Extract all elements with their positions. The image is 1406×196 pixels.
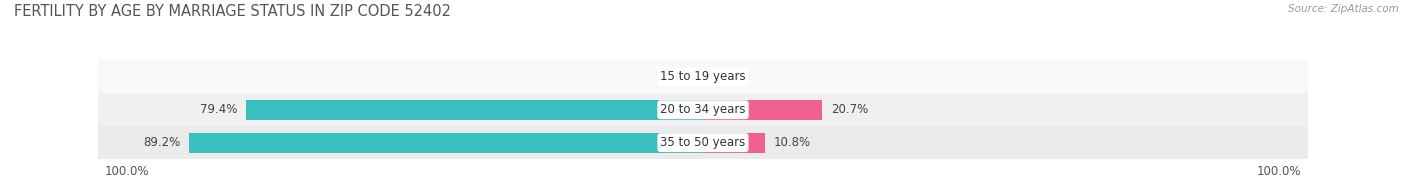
Text: 0.0%: 0.0%	[714, 70, 744, 83]
Text: 10.8%: 10.8%	[773, 136, 811, 149]
Bar	[98, 126, 1308, 159]
Text: 20.7%: 20.7%	[831, 103, 868, 116]
Text: 89.2%: 89.2%	[143, 136, 181, 149]
Text: 15 to 19 years: 15 to 19 years	[661, 70, 745, 83]
Bar	[190, 133, 703, 152]
Bar	[98, 93, 1308, 126]
Bar	[98, 60, 1308, 93]
Text: 35 to 50 years: 35 to 50 years	[661, 136, 745, 149]
Bar	[246, 100, 703, 120]
Text: 20 to 34 years: 20 to 34 years	[661, 103, 745, 116]
Text: FERTILITY BY AGE BY MARRIAGE STATUS IN ZIP CODE 52402: FERTILITY BY AGE BY MARRIAGE STATUS IN Z…	[14, 4, 451, 19]
Text: 79.4%: 79.4%	[200, 103, 238, 116]
Bar	[703, 100, 823, 120]
Text: 0.0%: 0.0%	[662, 70, 692, 83]
Bar	[703, 133, 765, 152]
Text: Source: ZipAtlas.com: Source: ZipAtlas.com	[1288, 4, 1399, 14]
